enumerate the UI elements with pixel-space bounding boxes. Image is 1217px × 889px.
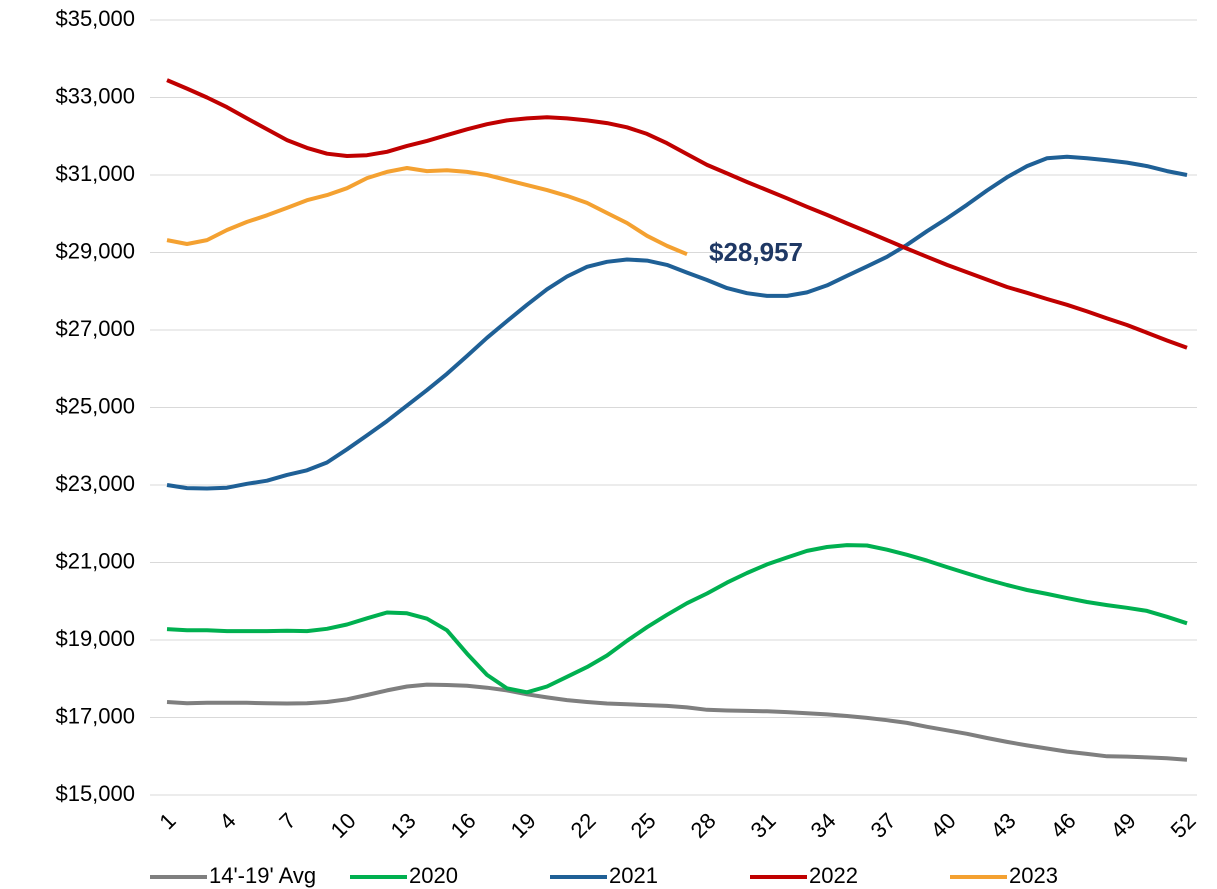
series-line	[166, 543, 1188, 695]
x-tick-label: 49	[1106, 808, 1141, 843]
y-tick-label: $23,000	[55, 471, 135, 496]
x-tick-label: 34	[806, 808, 841, 843]
series-line	[166, 682, 1188, 762]
x-tick-label: 37	[866, 808, 901, 843]
y-tick-label: $29,000	[55, 238, 135, 263]
legend-label: 2023	[1009, 863, 1058, 888]
x-tick-label: 16	[446, 808, 481, 843]
x-tick-label: 10	[326, 808, 361, 843]
x-tick-label: 40	[926, 808, 961, 843]
value-label: $28,957	[709, 237, 803, 267]
series-line	[166, 154, 1188, 491]
legend-label: 2021	[609, 863, 658, 888]
x-tick-label: 22	[566, 808, 601, 843]
y-tick-label: $35,000	[55, 6, 135, 31]
x-tick-label: 25	[626, 808, 661, 843]
x-tick-label: 43	[986, 808, 1021, 843]
y-tick-label: $19,000	[55, 626, 135, 651]
x-tick-label: 1	[154, 808, 180, 834]
y-tick-label: $17,000	[55, 703, 135, 728]
y-tick-label: $33,000	[55, 83, 135, 108]
y-tick-label: $25,000	[55, 393, 135, 418]
legend-label: 2022	[809, 863, 858, 888]
legend-label: 14'-19' Avg	[209, 863, 316, 888]
x-tick-label: 52	[1166, 808, 1201, 843]
x-tick-label: 13	[386, 808, 421, 843]
x-tick-label: 4	[214, 808, 240, 834]
x-tick-label: 28	[686, 808, 721, 843]
y-tick-label: $15,000	[55, 781, 135, 806]
series-line	[166, 78, 1188, 350]
x-tick-label: 7	[274, 808, 300, 834]
x-tick-label: 31	[746, 808, 781, 843]
y-tick-label: $31,000	[55, 161, 135, 186]
y-tick-label: $21,000	[55, 548, 135, 573]
y-tick-label: $27,000	[55, 316, 135, 341]
x-tick-label: 46	[1046, 808, 1081, 843]
x-tick-label: 19	[506, 808, 541, 843]
legend-label: 2020	[409, 863, 458, 888]
series-line	[166, 166, 688, 257]
